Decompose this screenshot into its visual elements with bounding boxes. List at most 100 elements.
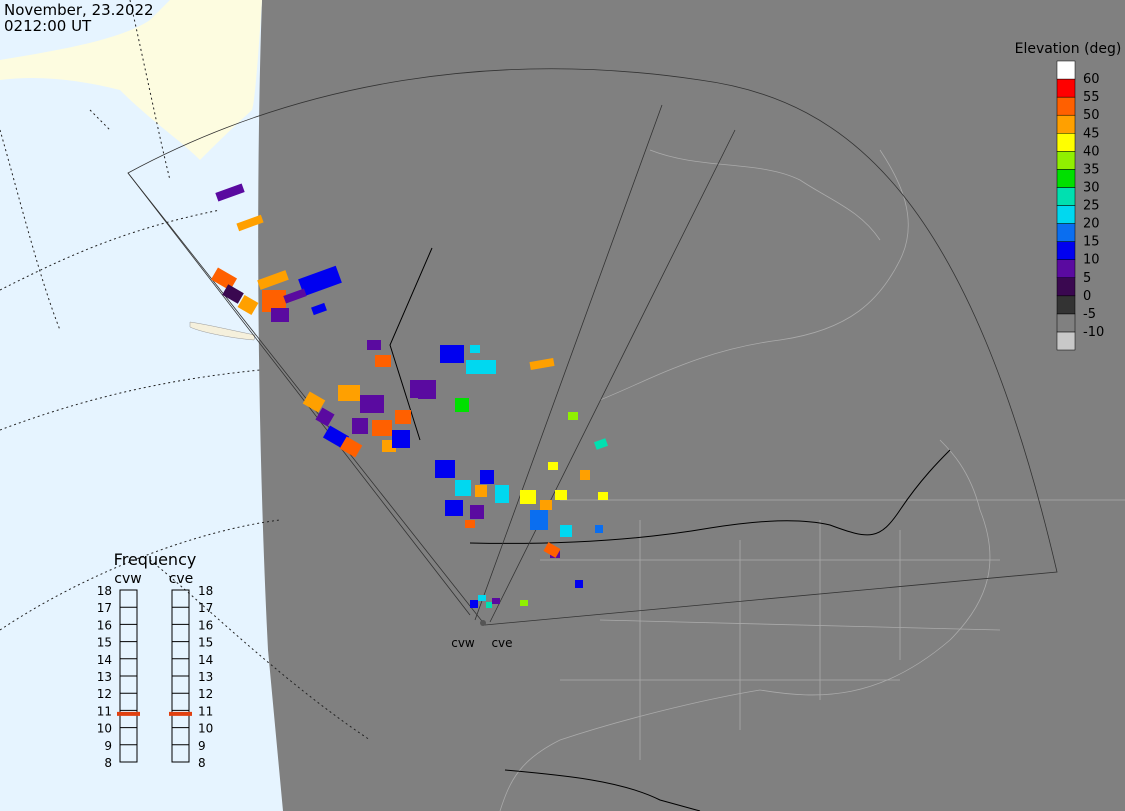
radar-cell bbox=[543, 542, 561, 558]
frequency-tick-label: 14 bbox=[198, 653, 213, 667]
radar-cell bbox=[486, 602, 492, 608]
radar-cell bbox=[540, 500, 552, 510]
legend-swatch bbox=[1056, 331, 1076, 351]
radar-cell bbox=[470, 600, 478, 608]
radar-cell bbox=[598, 492, 608, 500]
radar-cell bbox=[440, 345, 464, 363]
land-daylight bbox=[0, 0, 262, 160]
radar-cell bbox=[339, 436, 363, 458]
frequency-tick-label: 18 bbox=[97, 584, 112, 598]
radar-cell bbox=[298, 265, 342, 297]
radar-cell bbox=[375, 355, 391, 367]
legend-swatch bbox=[1056, 114, 1076, 134]
legend-swatch bbox=[1056, 259, 1076, 278]
frequency-tick-label: 17 bbox=[198, 601, 213, 615]
legend-swatch bbox=[1056, 205, 1076, 224]
frequency-tick-label: 14 bbox=[97, 653, 112, 667]
legend-tick-label: 60 bbox=[1083, 72, 1100, 87]
legend-tick-label: 50 bbox=[1083, 108, 1100, 123]
radar-cell bbox=[352, 418, 368, 434]
radar-cell bbox=[455, 480, 471, 496]
frequency-tick-label: 9 bbox=[104, 739, 112, 753]
frequency-tick-label: 12 bbox=[198, 687, 213, 701]
radar-cell bbox=[495, 485, 509, 503]
frequency-tick-label: 18 bbox=[198, 584, 213, 598]
radar-cell bbox=[475, 485, 487, 497]
radar-cell bbox=[455, 398, 469, 412]
legend-tick-label: 35 bbox=[1083, 162, 1100, 177]
radar-cell bbox=[478, 595, 486, 601]
radar-cell bbox=[520, 600, 528, 606]
radar-cell bbox=[315, 407, 335, 427]
legend-swatch bbox=[1056, 60, 1076, 80]
legend-tick-label: 55 bbox=[1083, 90, 1100, 105]
frequency-title: Frequency bbox=[114, 550, 197, 569]
legend-title: Elevation (deg) bbox=[1015, 41, 1122, 57]
radar-cell bbox=[418, 385, 436, 399]
legend-tick-label: 15 bbox=[1083, 235, 1100, 250]
legend-swatch bbox=[1056, 151, 1076, 170]
frequency-tick-label: 11 bbox=[97, 704, 112, 718]
radar-cell bbox=[595, 525, 603, 533]
legend-swatch bbox=[1056, 187, 1076, 206]
radar-cell bbox=[466, 360, 496, 374]
radar-cell bbox=[237, 294, 259, 316]
radar-cell bbox=[480, 470, 494, 484]
radar-cell bbox=[555, 490, 567, 500]
day-side bbox=[0, 0, 283, 811]
radar-cell bbox=[311, 302, 327, 316]
frequency-tick-label: 12 bbox=[97, 687, 112, 701]
site-label: cve bbox=[491, 636, 512, 650]
frequency-tick-label: 13 bbox=[198, 670, 213, 684]
legend-tick-label: 30 bbox=[1083, 180, 1100, 195]
date: November, 23.2022 bbox=[4, 1, 154, 19]
radar-cell bbox=[338, 385, 360, 401]
legend-tick-label: -10 bbox=[1083, 325, 1104, 340]
legend-swatch bbox=[1056, 169, 1076, 188]
frequency-tick-label: 10 bbox=[198, 722, 213, 736]
frequency-tick-label: 15 bbox=[97, 636, 112, 650]
frequency-tick-label: 10 bbox=[97, 722, 112, 736]
radar-cell bbox=[262, 290, 286, 312]
radar-cell bbox=[271, 308, 289, 322]
frequency-tick-label: 11 bbox=[198, 704, 213, 718]
radar-cell bbox=[520, 490, 536, 504]
island bbox=[189, 321, 256, 341]
radar-cell bbox=[360, 395, 384, 413]
legend-tick-label: 25 bbox=[1083, 199, 1100, 214]
radar-cell bbox=[529, 357, 555, 371]
legend-swatch bbox=[1056, 133, 1076, 152]
frequency-tick-label: 16 bbox=[97, 618, 112, 632]
fields-of-view bbox=[127, 68, 1058, 626]
legend-swatch bbox=[1056, 313, 1076, 333]
legend-tick-label: 40 bbox=[1083, 144, 1100, 159]
frequency-tick-label: 13 bbox=[97, 670, 112, 684]
radar-cell bbox=[257, 270, 289, 290]
radar-cell bbox=[392, 430, 410, 448]
radar-cell bbox=[236, 214, 264, 232]
radar-cell bbox=[560, 525, 572, 537]
coastlines bbox=[499, 149, 1125, 811]
legend-tick-label: 10 bbox=[1083, 253, 1100, 268]
legend-swatch bbox=[1056, 96, 1076, 116]
radar-cell bbox=[367, 340, 381, 350]
radar-cell bbox=[445, 500, 463, 516]
radar-cell bbox=[435, 460, 455, 478]
radar-cell bbox=[210, 267, 238, 291]
legend-tick-label: 0 bbox=[1083, 289, 1091, 304]
radar-cell bbox=[568, 412, 578, 420]
radar-cell bbox=[470, 505, 484, 519]
radar-cell bbox=[215, 183, 245, 202]
radar-cell bbox=[302, 391, 326, 413]
legend-swatch bbox=[1056, 78, 1076, 98]
legend-tick-label: -5 bbox=[1083, 307, 1096, 322]
legend-swatch bbox=[1056, 277, 1076, 297]
radar-cell bbox=[465, 520, 475, 528]
frequency-tick-label: 8 bbox=[198, 756, 206, 770]
legend-swatch bbox=[1056, 295, 1076, 315]
legend-swatch bbox=[1056, 223, 1076, 242]
legend-swatch bbox=[1056, 241, 1076, 260]
time: 0212:00 UT bbox=[4, 17, 92, 35]
legend-tick-label: 5 bbox=[1083, 271, 1091, 286]
